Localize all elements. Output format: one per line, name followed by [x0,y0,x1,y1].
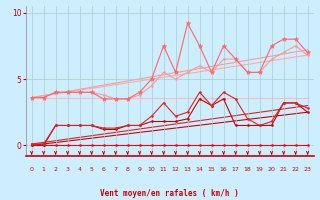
X-axis label: Vent moyen/en rafales ( km/h ): Vent moyen/en rafales ( km/h ) [100,189,239,198]
